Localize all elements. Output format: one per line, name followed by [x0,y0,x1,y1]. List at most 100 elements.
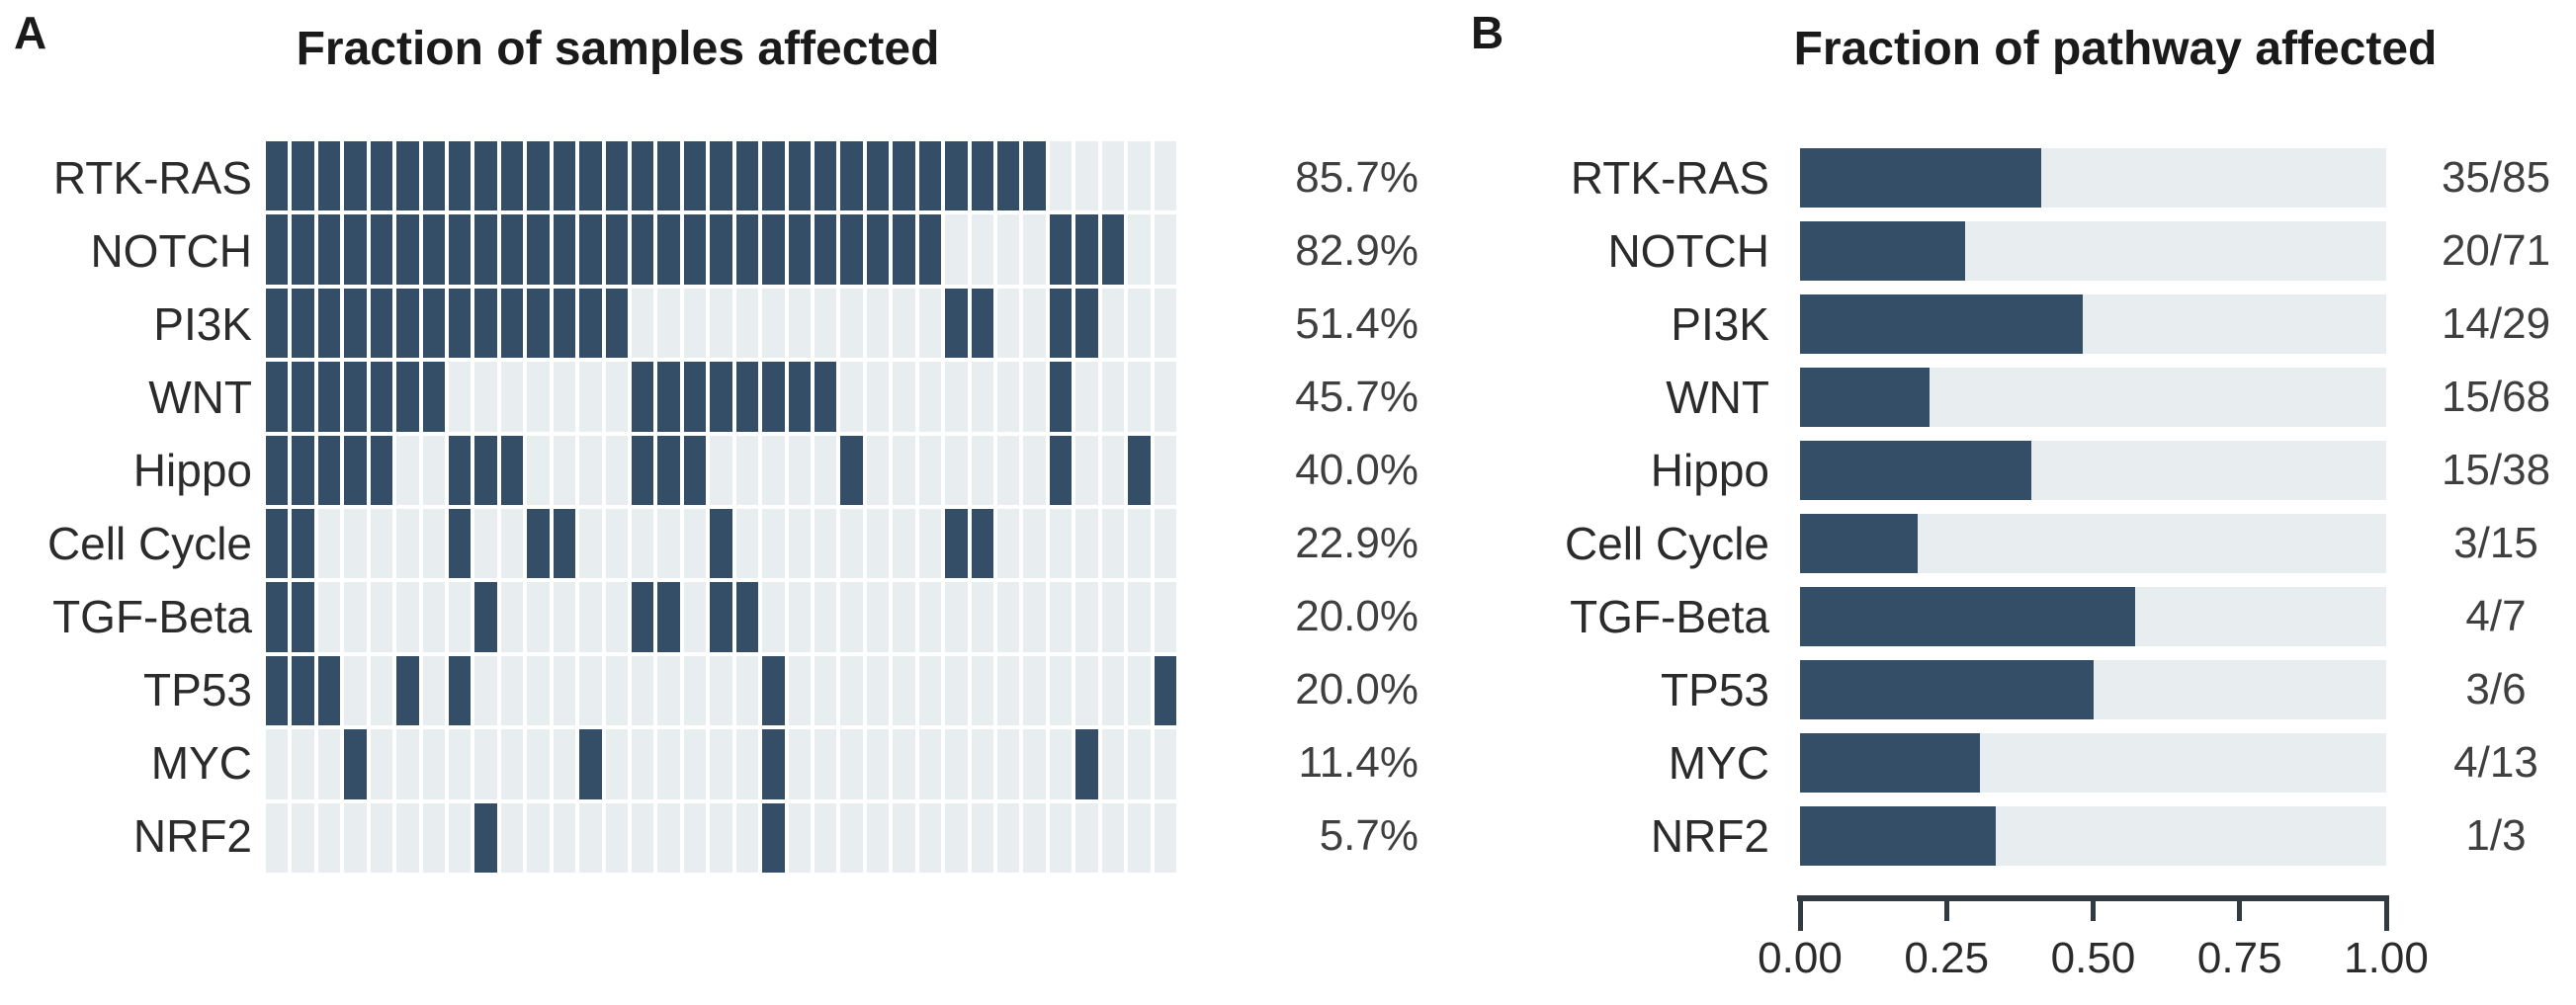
matrix-cell [1049,582,1073,652]
matrix-cell [762,582,785,652]
matrix-cell [605,729,628,799]
matrix-cell [840,729,863,799]
matrix-cell [1128,214,1151,285]
pathway-label: TP53 [1661,664,1769,715]
matrix-cell [735,509,759,579]
matrix-cell [527,435,550,505]
matrix-cell [918,802,942,873]
matrix-cell [945,509,968,579]
pathway-label: TGF-Beta [1570,591,1769,642]
pathway-label: TGF-Beta [52,591,252,642]
matrix-cell [266,655,289,726]
panel-a-row-labels: RTK-RAS NOTCH PI3K WNT Hippo Cell Cycle TGF-Be… [0,141,252,873]
matrix-cell [657,655,680,726]
matrix-cell [918,214,942,285]
matrix-cell [1023,214,1046,285]
matrix-cell [500,655,524,726]
matrix-cell [449,509,472,579]
matrix-cell [1154,288,1176,359]
matrix-cell [971,288,993,359]
matrix-cell [762,655,785,726]
matrix-cell [553,655,576,726]
fraction-label: 3/6 [2465,665,2527,713]
matrix-cell [317,655,341,726]
matrix-cell [893,802,915,873]
matrix-cell [735,729,759,799]
matrix-cell [1154,655,1176,726]
matrix-cell [527,141,550,211]
matrix-cell [762,509,785,579]
matrix-cell [710,362,732,432]
matrix-cell [266,802,289,873]
matrix-cell [266,435,289,505]
matrix-cell [1128,141,1151,211]
bar-row [1800,507,2386,580]
percent-label: 40.0% [1295,446,1418,494]
matrix-cell [344,435,367,505]
matrix-cell [317,729,341,799]
matrix-cell [370,802,393,873]
x-axis-tick [2237,895,2243,921]
matrix-cell [396,435,419,505]
matrix-cell [840,435,863,505]
matrix-cell [788,288,811,359]
matrix-cell [553,582,576,652]
matrix-cell [1023,362,1046,432]
matrix-cell [527,655,550,726]
matrix-cell [527,582,550,652]
fraction-label: 4/7 [2465,592,2527,640]
matrix-cell [788,582,811,652]
fraction-label: 14/29 [2441,299,2551,348]
matrix-cell [605,288,628,359]
matrix-cell [840,141,863,211]
bar-fill [1800,441,2032,500]
matrix-cell [1128,582,1151,652]
matrix-cell [997,655,1020,726]
bar-fill [1800,294,2084,354]
matrix-cell [605,582,628,652]
matrix-cell [657,288,680,359]
matrix-cell [1101,509,1125,579]
matrix-cell [945,362,968,432]
bar-row [1800,726,2386,799]
percent-label: 22.9% [1295,519,1418,567]
matrix-cell [945,655,968,726]
matrix-cell [893,655,915,726]
matrix-cell [396,729,419,799]
matrix-cell [893,214,915,285]
matrix-cell [657,729,680,799]
bar-row [1800,288,2386,361]
matrix-cell [815,141,837,211]
matrix-cell [997,509,1020,579]
matrix-cell [632,362,654,432]
matrix-cell [449,729,472,799]
matrix-cell [735,141,759,211]
matrix-cell [1154,141,1176,211]
matrix-cell [553,435,576,505]
matrix-cell [1075,362,1098,432]
matrix-cell [1049,802,1073,873]
bar-row [1800,580,2386,653]
matrix-cell [840,802,863,873]
matrix-cell [579,802,602,873]
panel-a-title: Fraction of samples affected [296,23,940,75]
matrix-cell [1049,655,1073,726]
matrix-cell [735,435,759,505]
matrix-cell [474,655,497,726]
matrix-cell [657,141,680,211]
matrix-cell [866,509,890,579]
matrix-cell [1128,362,1151,432]
matrix-cell [1075,435,1098,505]
matrix-cell [632,655,654,726]
matrix-cell [1101,362,1125,432]
pathway-label: Hippo [1650,445,1769,496]
matrix-cell [370,582,393,652]
matrix-cell [657,582,680,652]
matrix-cell [788,141,811,211]
fraction-label: 35/85 [2441,153,2551,202]
matrix-cell [866,435,890,505]
matrix-cell [317,214,341,285]
matrix-cell [1023,802,1046,873]
matrix-cell [762,141,785,211]
matrix-cell [945,288,968,359]
